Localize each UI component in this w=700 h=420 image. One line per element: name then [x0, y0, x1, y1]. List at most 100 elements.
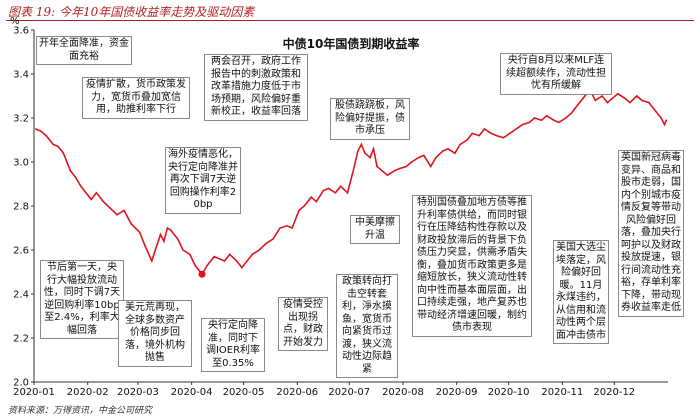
data-point — [303, 205, 306, 207]
y-axis-label: % — [10, 16, 20, 27]
data-point — [386, 174, 389, 176]
data-point — [357, 150, 359, 152]
highlight-point — [198, 270, 206, 278]
data-point — [298, 209, 300, 212]
data-point — [206, 264, 208, 267]
data-point — [159, 233, 162, 236]
data-point — [369, 156, 371, 159]
data-point — [459, 143, 461, 146]
x-tick-label: 2020-09 — [436, 387, 478, 398]
data-point — [442, 150, 444, 152]
data-point — [258, 249, 261, 251]
figure-title-rule — [6, 20, 694, 21]
annotation-14: 美国大选尘埃落定，风险偏好回暖。11月永煤违约，从信用和流动性两个层面冲击债市 — [553, 240, 609, 344]
data-point — [611, 97, 614, 99]
annotation-2: 疫情扩散，货币政策发力，宽货币叠加宽信用，助推利率下行 — [82, 77, 190, 119]
data-point — [577, 104, 579, 106]
data-point — [471, 132, 474, 135]
y-tick-label: 2.2 — [13, 334, 29, 345]
data-point — [629, 101, 631, 104]
x-tick-label: 2020-11 — [541, 387, 583, 398]
data-point — [393, 170, 396, 172]
data-point — [74, 176, 77, 179]
data-point — [339, 185, 342, 187]
data-point — [95, 192, 98, 194]
data-point — [163, 240, 165, 242]
annotation-8: 疫情受控出现拐点，财政开始发力 — [278, 297, 328, 351]
data-point — [417, 156, 420, 159]
data-point — [521, 123, 524, 126]
data-point — [545, 115, 548, 117]
data-point — [69, 170, 72, 172]
x-tick-label: 2020-08 — [382, 387, 424, 398]
data-point — [429, 165, 432, 168]
data-point — [398, 167, 401, 170]
annotation-11: 中美摩擦升温 — [350, 215, 400, 244]
data-point — [565, 117, 567, 119]
data-point — [466, 139, 468, 141]
data-point — [279, 227, 281, 229]
data-point — [660, 117, 662, 119]
data-point — [144, 244, 146, 247]
data-point — [291, 227, 293, 229]
figure-title: 图表 19: 今年10年国债收益率走势及驱动因素 — [8, 5, 255, 19]
chart-title: 中债10年国债到期收益率 — [283, 36, 420, 51]
data-point — [594, 99, 596, 102]
data-point — [653, 108, 655, 110]
x-tick-label: 2020-12 — [593, 387, 635, 398]
annotation-3: 节后第一天，央行大幅投放流动性，同时下调7天逆回购利率10bp至2.4%，利率大… — [40, 260, 124, 339]
source-note: 资料来源：万得资讯，中金公司研究 — [8, 406, 153, 416]
annotation-9: 股债跷跷板，风险偏好提振，债市承压 — [330, 98, 410, 140]
data-point — [109, 207, 111, 209]
data-point — [228, 253, 231, 256]
data-point — [410, 161, 413, 163]
data-point — [315, 200, 318, 203]
x-tick-label: 2020-07 — [328, 387, 370, 398]
data-point — [57, 145, 60, 148]
data-point — [334, 192, 337, 194]
data-point — [490, 132, 493, 135]
annotation-6: 央行定向降准，同时下调IOER利率至0.35% — [201, 318, 265, 372]
x-tick-label: 2020-10 — [488, 387, 530, 398]
data-point — [376, 165, 378, 168]
data-point — [102, 200, 105, 203]
data-point — [665, 119, 668, 121]
annotation-10: 政策转向打击空转套利，淨水摸鱼，宽货币向紧货币过渡，狭义流动性边际趋紧 — [336, 274, 398, 378]
data-point — [241, 266, 243, 269]
data-point — [327, 187, 330, 190]
y-tick-label: 3.4 — [13, 70, 29, 81]
data-point — [364, 152, 366, 154]
annotation-1: 开年全面降准，资金面充裕 — [36, 36, 132, 65]
data-point — [360, 143, 363, 146]
y-tick-label: 3.6 — [13, 26, 29, 37]
y-tick-label: 3.0 — [13, 158, 29, 169]
data-point — [636, 95, 638, 97]
data-point — [570, 112, 572, 115]
data-point — [45, 134, 47, 137]
data-point — [177, 238, 179, 240]
data-point — [533, 117, 536, 119]
data-point — [502, 137, 505, 139]
data-point — [540, 119, 543, 121]
data-point — [641, 99, 643, 102]
data-point — [286, 225, 288, 227]
data-point — [454, 152, 456, 154]
y-tick-label: 2.6 — [13, 246, 29, 257]
x-tick-label: 2020-06 — [276, 387, 318, 398]
data-point — [351, 172, 354, 174]
y-tick-label: 2.0 — [13, 378, 29, 389]
data-point — [483, 128, 486, 130]
annotation-4: 美元荒再现，全球多数资产价格同步回落，境外机构抛售 — [118, 300, 192, 367]
data-point — [528, 121, 531, 124]
data-point — [218, 258, 221, 260]
data-point — [138, 231, 141, 234]
annotation-7: 两会召开，政府工作报告中的刺激政策和改革措施力度低于市场预期，风险偏好重新校正，… — [204, 54, 308, 121]
data-point — [478, 134, 481, 137]
data-point — [272, 238, 274, 240]
annotation-12: 特别国债叠加地方债等推升利率债供给，而同时银行在压降结构性存款以及财政投放滞后的… — [412, 195, 532, 337]
data-point — [310, 196, 313, 198]
annotation-15: 英国新冠病毒变异、商品和股市走弱，国内个别城市疫情反复等带动风险偏好回落，叠加央… — [618, 150, 684, 317]
data-point — [663, 123, 666, 126]
data-point — [116, 214, 118, 216]
